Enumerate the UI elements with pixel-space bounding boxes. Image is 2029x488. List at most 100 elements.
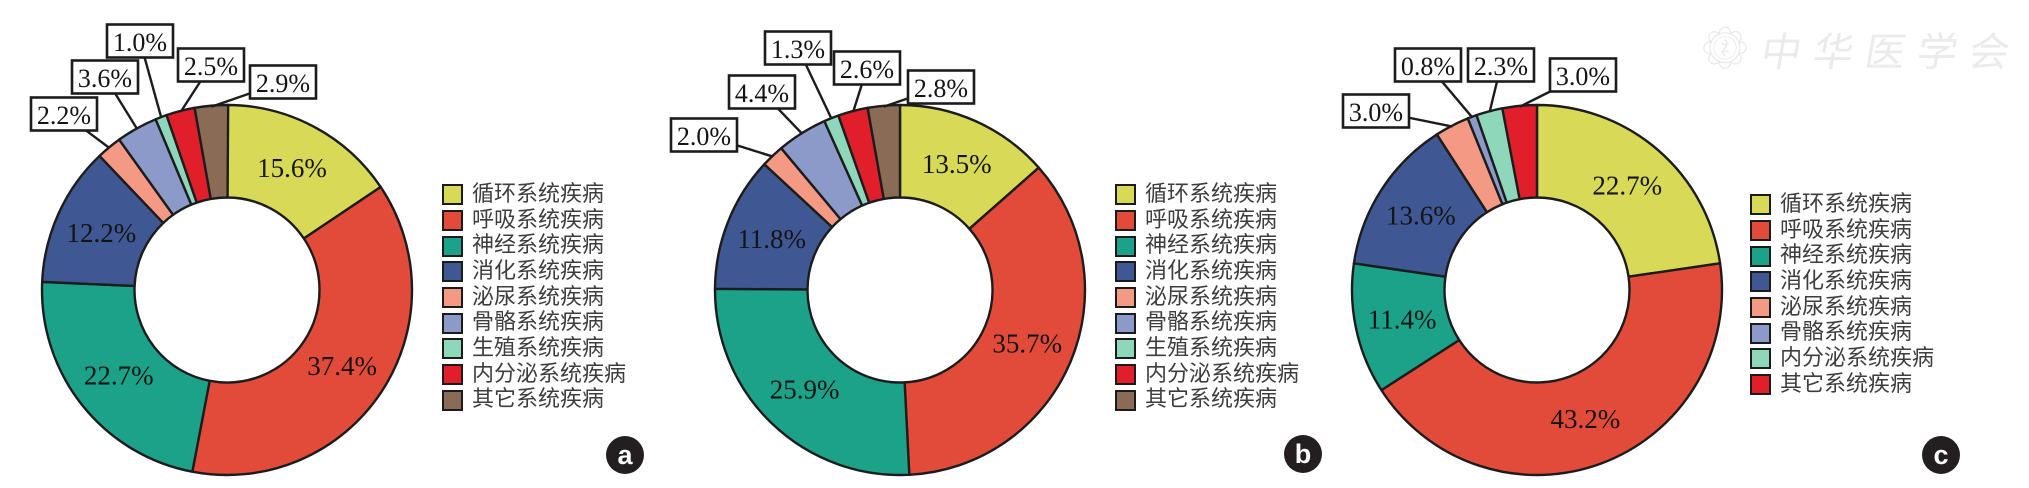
- legend-label: 骨骼系统疾病: [472, 310, 605, 336]
- legend-item: 呼吸系统疾病: [1115, 208, 1299, 234]
- legend-label: 其它系统疾病: [472, 387, 605, 413]
- legend-item: 消化系统疾病: [1115, 259, 1299, 285]
- legend-label: 其它系统疾病: [1780, 371, 1913, 397]
- legend-item: 骨骼系统疾病: [1115, 310, 1299, 336]
- legend-swatch: [442, 287, 463, 309]
- slice-value-label: 22.7%: [84, 361, 154, 391]
- legend-swatch: [1750, 322, 1771, 344]
- legend-swatch: [442, 184, 463, 206]
- callout-box: [1341, 93, 1411, 129]
- legend-chart-c: 循环系统疾病 呼吸系统疾病 神经系统疾病 消化系统疾病 泌尿系统疾病 骨骼系统疾病 内分泌系…: [1750, 192, 1934, 398]
- legend-item: 内分泌系统疾病: [442, 362, 626, 388]
- panel-badge-c: c: [1922, 436, 1960, 474]
- legend-swatch: [1115, 287, 1136, 309]
- legend-item: 骨骼系统疾病: [442, 310, 626, 336]
- legend-item: 消化系统疾病: [442, 259, 626, 285]
- legend-item: 呼吸系统疾病: [1750, 218, 1934, 244]
- callout-value-label: 3.0%: [1349, 98, 1403, 127]
- legend-swatch: [442, 338, 463, 360]
- callout-box: [669, 117, 739, 153]
- legend-item: 泌尿系统疾病: [442, 285, 626, 311]
- legend-item: 其它系统疾病: [1750, 372, 1934, 398]
- pie-slice-c-0: [1535, 103, 1722, 278]
- callout-value-label: 1.0%: [113, 28, 167, 57]
- callout-value-label: 2.2%: [37, 101, 91, 130]
- callout-box: [70, 59, 140, 95]
- pie-slice-b-8: [866, 103, 902, 201]
- legend-swatch: [1750, 374, 1771, 396]
- legend-item: 循环系统疾病: [1115, 182, 1299, 208]
- legend-label: 泌尿系统疾病: [1780, 294, 1913, 320]
- legend-swatch: [1115, 235, 1136, 257]
- pie-slice-b-2: [713, 287, 911, 477]
- legend-swatch: [442, 312, 463, 334]
- callout-value-label: 3.6%: [78, 64, 132, 93]
- pie-slice-a-1: [191, 185, 414, 477]
- slice-value-label: 43.2%: [1551, 404, 1621, 434]
- legend-item: 骨骼系统疾病: [1750, 320, 1934, 346]
- slice-value-label: 25.9%: [770, 375, 840, 405]
- legend-item: 神经系统疾病: [1750, 243, 1934, 269]
- legend-label: 呼吸系统疾病: [1780, 217, 1913, 243]
- callout-box: [105, 23, 175, 59]
- legend-item: 生殖系统疾病: [1115, 336, 1299, 362]
- callout-box: [832, 50, 902, 86]
- legend-swatch: [442, 389, 463, 411]
- slice-value-label: 13.6%: [1386, 200, 1456, 230]
- legend-label: 骨骼系统疾病: [1780, 320, 1913, 346]
- slice-value-label: 12.2%: [67, 218, 137, 248]
- legend-label: 神经系统疾病: [472, 233, 605, 259]
- callout-box: [176, 47, 246, 83]
- callout-box: [1466, 47, 1536, 83]
- pie-slice-b-1: [903, 166, 1087, 476]
- legend-label: 消化系统疾病: [1145, 258, 1278, 284]
- legend-swatch: [1750, 297, 1771, 319]
- legend-swatch: [1115, 389, 1136, 411]
- legend-swatch: [1115, 210, 1136, 232]
- callout-box: [763, 30, 833, 66]
- legend-swatch: [1115, 184, 1136, 206]
- callout-box: [727, 74, 797, 110]
- legend-label: 内分泌系统疾病: [472, 361, 627, 387]
- pie-slice-c-7: [1501, 103, 1539, 201]
- pie-slice-a-2: [40, 280, 211, 473]
- legend-label: 泌尿系统疾病: [472, 284, 605, 310]
- panel-badge-b: b: [1284, 435, 1322, 473]
- donut-chart-a: 2.2% 3.6% 1.0% 2.5% 2.9% 15.6% 37.4% 22.7% 12.2%: [29, 23, 414, 477]
- legend-swatch: [442, 261, 463, 283]
- legend-item: 生殖系统疾病: [442, 336, 626, 362]
- legend-item: 循环系统疾病: [442, 182, 626, 208]
- legend-swatch: [1750, 271, 1771, 293]
- pie-slice-a-8: [193, 103, 230, 201]
- legend-item: 泌尿系统疾病: [1115, 285, 1299, 311]
- legend-label: 神经系统疾病: [1780, 243, 1913, 269]
- callout-value-label: 2.9%: [256, 69, 310, 98]
- legend-label: 骨骼系统疾病: [1145, 310, 1278, 336]
- slice-value-label: 13.5%: [922, 149, 992, 179]
- legend-swatch: [1750, 194, 1771, 216]
- slice-value-label: 11.4%: [1368, 304, 1437, 334]
- callout-box: [1393, 47, 1463, 83]
- legend-label: 消化系统疾病: [472, 258, 605, 284]
- callout-value-label: 2.3%: [1474, 52, 1528, 81]
- legend-label: 循环系统疾病: [1780, 191, 1913, 217]
- legend-label: 呼吸系统疾病: [472, 207, 605, 233]
- legend-chart-b: 循环系统疾病 呼吸系统疾病 神经系统疾病 消化系统疾病 泌尿系统疾病 骨骼系统疾病 生殖系统…: [1115, 182, 1299, 413]
- legend-item: 其它系统疾病: [442, 388, 626, 414]
- legend-item: 神经系统疾病: [442, 233, 626, 259]
- legend-label: 其它系统疾病: [1145, 387, 1278, 413]
- callout-value-label: 0.8%: [1401, 52, 1455, 81]
- legend-chart-a: 循环系统疾病 呼吸系统疾病 神经系统疾病 消化系统疾病 泌尿系统疾病 骨骼系统疾病 生殖系统…: [442, 182, 626, 413]
- legend-swatch: [442, 210, 463, 232]
- legend-label: 循环系统疾病: [472, 181, 605, 207]
- legend-label: 生殖系统疾病: [1145, 335, 1278, 361]
- callout-value-label: 2.8%: [914, 74, 968, 103]
- callout-value-label: 4.4%: [735, 79, 789, 108]
- legend-label: 神经系统疾病: [1145, 233, 1278, 259]
- legend-label: 泌尿系统疾病: [1145, 284, 1278, 310]
- pie-slice-c-1: [1380, 262, 1724, 477]
- legend-item: 神经系统疾病: [1115, 233, 1299, 259]
- legend-label: 内分泌系统疾病: [1780, 345, 1935, 371]
